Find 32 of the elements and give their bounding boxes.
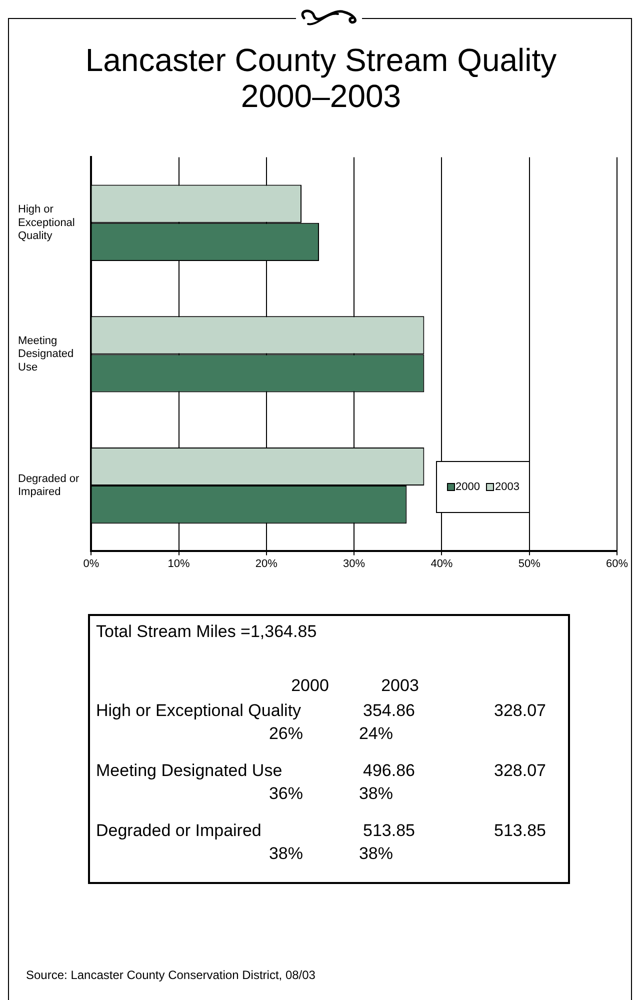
text: 513.85	[494, 821, 546, 841]
text: 38%	[268, 844, 303, 864]
text: 496.86	[363, 761, 415, 781]
text: Meeting Designated Use	[96, 761, 282, 781]
chart-title: Lancaster County Stream Quality 2000–2003	[84, 42, 558, 114]
x-tick-label: 60%	[606, 558, 628, 570]
text: 513.85	[363, 821, 415, 841]
y-tick-label: Degraded or Impaired	[18, 472, 80, 498]
text: 26%	[268, 724, 303, 744]
y-tick-label: Meeting Designated Use	[18, 335, 74, 374]
text: 24%	[358, 724, 393, 744]
text: High or Exceptional Quality	[96, 701, 302, 721]
text: 38%	[358, 844, 393, 864]
text: 354.86	[363, 701, 415, 721]
text: 328.07	[494, 701, 546, 721]
legend-label: 2000	[456, 481, 480, 493]
x-tick-label: 0%	[83, 558, 100, 570]
x-tick-label: 10%	[168, 558, 190, 570]
y-tick-label: High or Exceptional Quality	[18, 204, 75, 242]
x-tick-label: 40%	[430, 558, 453, 570]
x-tick-label: 30%	[343, 558, 366, 570]
x-tick-label: 50%	[518, 558, 541, 570]
text: 38%	[358, 784, 393, 804]
x-tick-label: 20%	[255, 558, 278, 570]
text: 2000	[291, 676, 329, 696]
text: Total Stream Miles =1,364.85	[96, 622, 317, 642]
source-note: Source: Lancaster County Conservation District, 08/03	[26, 968, 316, 982]
text: 328.07	[494, 761, 546, 781]
text: Degraded or Impaired	[96, 821, 262, 841]
text: 36%	[268, 784, 303, 804]
legend-label: 2003	[495, 481, 520, 493]
text: 2003	[381, 676, 419, 696]
